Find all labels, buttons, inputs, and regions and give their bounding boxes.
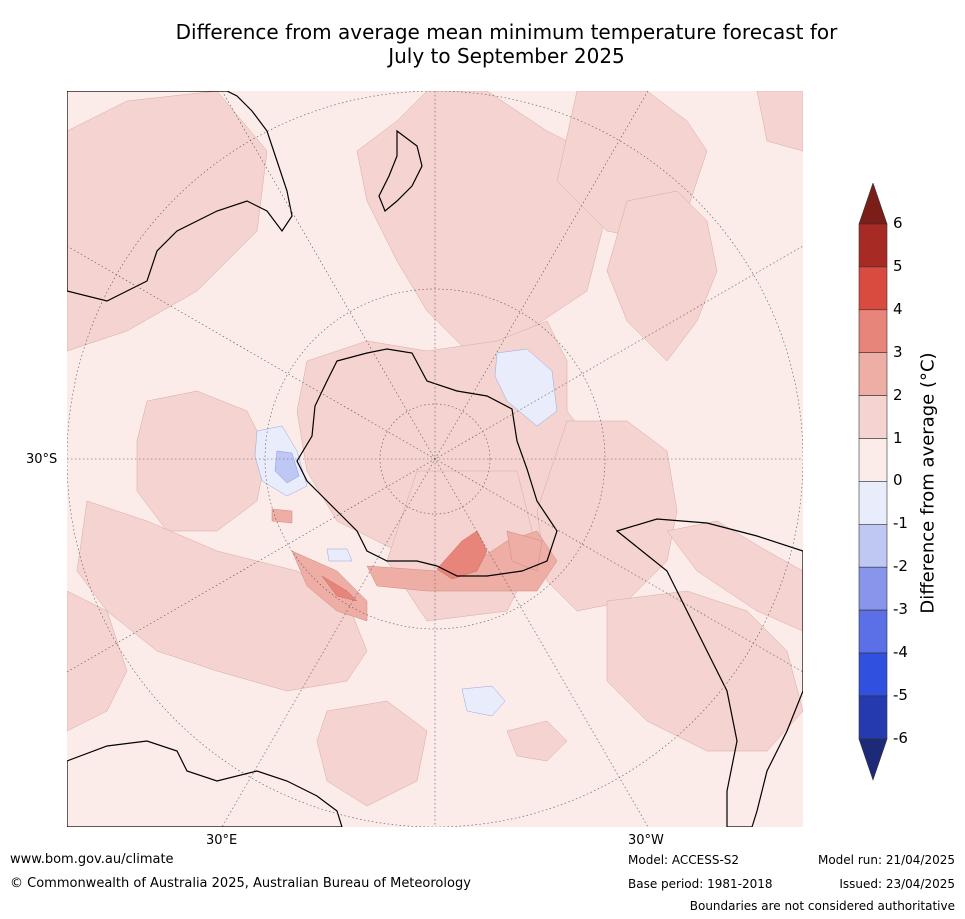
colorbar-band <box>858 438 888 482</box>
map-title: Difference from average mean minimum tem… <box>60 20 953 68</box>
australia-coastline <box>67 91 293 302</box>
colorbar-band <box>858 309 888 354</box>
colorbar-tick-label: -4 <box>893 643 908 661</box>
anomaly-3-to-4-regions <box>321 530 488 602</box>
lon-label-30e: 30°E <box>206 833 238 848</box>
antarctica-coastline <box>296 348 558 577</box>
footer-url: www.bom.gov.au/climate <box>10 852 174 867</box>
footer-base-period: Base period: 1981-2018 <box>628 877 773 891</box>
colorbar-band <box>858 566 888 611</box>
colorbar-band <box>858 395 888 439</box>
colorbar-bands <box>858 223 888 740</box>
footer-model-run: Model run: 21/04/2025 <box>817 853 955 867</box>
colorbar-tick-label: 1 <box>893 428 903 447</box>
colorbar-band <box>858 352 888 396</box>
map-canvas <box>67 91 803 827</box>
footer-copyright: © Commonwealth of Australia 2025, Austra… <box>10 876 471 891</box>
new-zealand-coastline <box>378 129 423 212</box>
colorbar-band <box>858 652 888 697</box>
colorbar-band <box>858 695 888 740</box>
lon-label-30w: 30°W <box>628 833 664 848</box>
colorbar-band <box>858 223 888 268</box>
colorbar-tick-label: -6 <box>893 728 908 747</box>
title-line-2: July to September 2025 <box>388 44 625 68</box>
colorbar-band <box>858 481 888 525</box>
colorbar-tick-label: 0 <box>893 471 903 490</box>
title-line-1: Difference from average mean minimum tem… <box>175 20 838 44</box>
lat-label-30s: 30°S <box>26 452 58 467</box>
colorbar-underflow-triangle <box>858 738 888 781</box>
colorbar <box>858 183 888 781</box>
africa-coastline <box>67 740 343 827</box>
colorbar-tick-label: 4 <box>893 299 903 318</box>
colorbar-tick-label: 2 <box>893 385 903 404</box>
anomaly-minus2-to-minus1-regions <box>274 450 300 484</box>
colorbar-band <box>858 609 888 654</box>
colorbar-tick-label: -5 <box>893 685 908 704</box>
south-america-coastline <box>615 518 803 827</box>
footer-model: Model: ACCESS-S2 <box>628 853 740 867</box>
colorbar-band <box>858 523 888 568</box>
footer-issued: Issued: 23/04/2025 <box>839 877 955 891</box>
colorbar-tick-label: 5 <box>893 256 903 275</box>
colorbar-tick-label: -3 <box>893 600 908 619</box>
colorbar-tick-label: 6 <box>893 214 903 232</box>
colorbar-band <box>858 266 888 311</box>
colorbar-tick-label: 3 <box>893 342 903 361</box>
colorbar-tick-label: -2 <box>893 557 908 576</box>
graticule <box>67 91 803 827</box>
polar-map <box>67 91 803 827</box>
colorbar-tick-label: -1 <box>893 514 908 533</box>
footer-disclaimer: Boundaries are not considered authoritat… <box>689 899 955 913</box>
colorbar-overflow-triangle <box>858 183 888 225</box>
